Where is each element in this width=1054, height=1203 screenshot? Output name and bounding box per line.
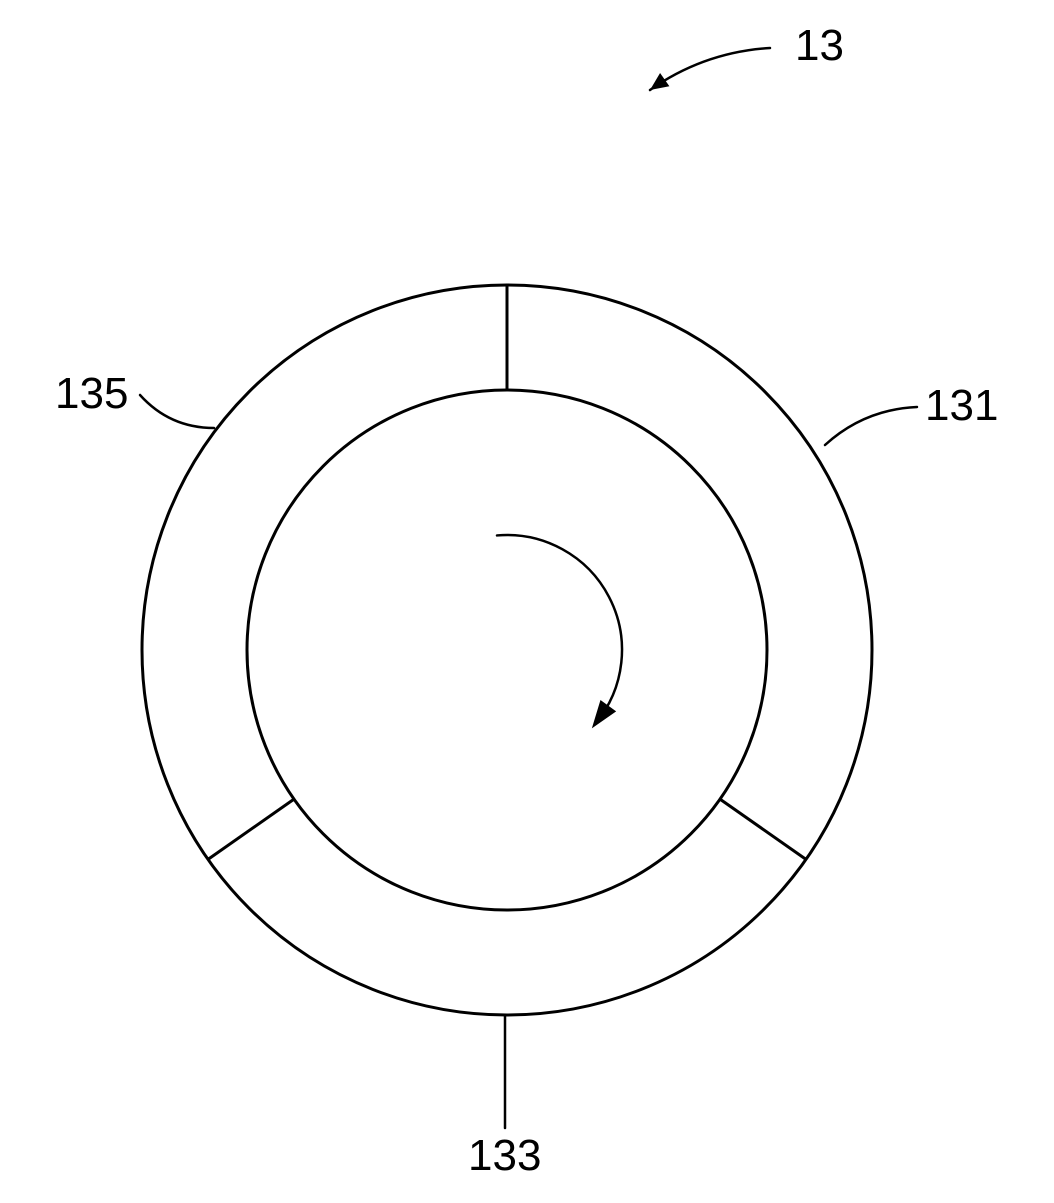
label-135: 135	[55, 369, 128, 418]
rotation-arrow-head	[593, 701, 616, 727]
ring-divider-2	[720, 799, 806, 859]
ring-divider-1	[208, 799, 294, 859]
rotation-arrow-arc	[497, 535, 622, 724]
inner-circle	[247, 390, 767, 910]
outer-circle	[142, 285, 872, 1015]
label-13: 13	[795, 21, 844, 70]
label-133: 133	[468, 1131, 541, 1180]
leader-131	[825, 407, 917, 445]
leader-135	[140, 395, 214, 428]
leader-13	[650, 48, 770, 90]
leader-13-head	[650, 73, 669, 90]
label-131: 131	[925, 381, 998, 430]
